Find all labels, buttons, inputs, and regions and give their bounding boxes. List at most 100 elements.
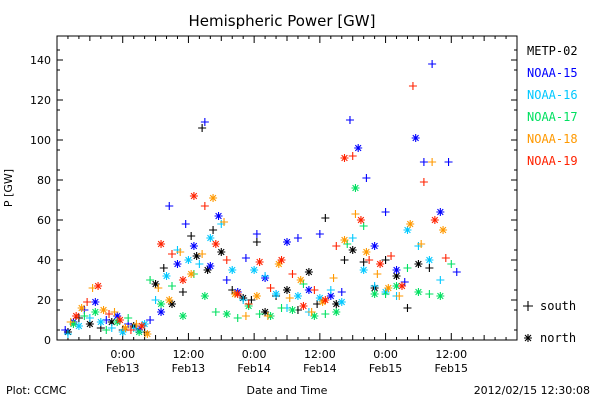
south-data-point — [266, 284, 275, 292]
south-data-point — [252, 238, 261, 246]
north-data-point — [168, 300, 176, 308]
south-data-point — [239, 296, 248, 304]
south-data-point — [209, 226, 218, 234]
south-data-point — [165, 202, 174, 210]
north-data-point — [304, 286, 313, 294]
south-data-point — [277, 304, 286, 312]
north-data-point — [143, 330, 152, 338]
chart-title: Hemispheric Power [GW] — [189, 12, 376, 30]
south-data-point — [146, 316, 155, 324]
south-data-point — [419, 158, 428, 166]
y-axis-ticks: 0 20 40 60 80 100 120 140 — [30, 49, 517, 347]
north-data-point — [288, 306, 297, 314]
south-data-point — [200, 202, 209, 210]
north-data-point — [173, 260, 182, 268]
south-data-point — [307, 308, 316, 316]
north-data-point — [203, 266, 212, 274]
north-data-point — [91, 298, 100, 306]
north-data-point — [304, 268, 313, 276]
x-tick-label-date: Feb15 — [369, 362, 402, 375]
north-data-point — [293, 292, 302, 300]
north-data-point — [121, 324, 130, 332]
south-data-point — [83, 298, 92, 306]
south-data-point — [105, 310, 114, 318]
north-data-point — [272, 290, 281, 298]
x-tick-label-time: 0:00 — [242, 348, 267, 361]
south-data-point — [200, 118, 209, 126]
north-data-point — [217, 248, 226, 256]
north-data-point — [222, 310, 231, 318]
plot-frame — [56, 35, 518, 341]
north-data-point — [392, 282, 401, 290]
north-data-point — [137, 322, 146, 330]
south-data-point — [132, 320, 141, 328]
y-tick-label: 20 — [37, 294, 51, 307]
plot-area-border — [56, 35, 518, 341]
north-data-point — [135, 328, 144, 336]
y-axis-label: P [GW] — [2, 169, 15, 207]
legend-entry: NOAA-16 — [527, 88, 578, 102]
north-data-point — [348, 246, 357, 254]
series-noaa-16 — [63, 220, 445, 338]
north-data-point — [277, 256, 286, 264]
south-data-point — [329, 274, 338, 282]
south-data-point — [428, 60, 437, 68]
y-tick-label: 120 — [30, 94, 51, 107]
north-data-point — [376, 260, 385, 268]
north-data-point — [337, 298, 346, 306]
south-data-point — [362, 174, 371, 182]
north-data-point — [228, 266, 237, 274]
north-data-point — [178, 276, 187, 284]
south-data-point — [198, 124, 207, 132]
south-data-point — [321, 310, 330, 318]
south-data-point — [313, 300, 322, 308]
south-data-point — [187, 232, 196, 240]
north-data-point — [151, 280, 160, 288]
x-tick-label-time: 0:00 — [110, 348, 135, 361]
north-data-point — [99, 306, 108, 314]
south-data-point — [395, 292, 404, 300]
north-data-point — [118, 328, 127, 336]
north-data-point — [362, 248, 371, 256]
south-data-point — [168, 282, 176, 290]
x-axis-label: Date and Time — [247, 384, 328, 397]
north-data-point — [370, 242, 379, 250]
north-data-point — [211, 240, 220, 248]
x-tick-label-date: Feb14 — [303, 362, 336, 375]
north-data-point — [436, 292, 445, 300]
north-data-point — [299, 302, 308, 310]
south-data-point — [261, 272, 270, 280]
north-data-point — [91, 308, 100, 316]
south-data-point — [315, 230, 324, 238]
north-data-point — [209, 194, 218, 202]
south-data-point — [444, 158, 453, 166]
south-data-point — [403, 264, 412, 272]
south-data-point — [159, 264, 168, 272]
x-tick-label-time: 12:00 — [173, 348, 205, 361]
north-data-point — [326, 292, 335, 300]
legend-marker-glyph — [524, 334, 532, 342]
legend-marker — [524, 334, 532, 342]
north-data-point — [414, 260, 423, 268]
north-data-point — [398, 282, 406, 290]
legend-entry: NOAA-19 — [527, 154, 578, 168]
legend-marker — [523, 301, 533, 311]
south-data-point — [428, 158, 437, 166]
north-data-point — [439, 226, 448, 234]
north-data-point — [214, 212, 223, 220]
south-data-point — [408, 82, 417, 90]
north-data-point — [192, 252, 201, 260]
south-data-point — [168, 250, 176, 258]
north-data-point — [340, 236, 349, 244]
south-data-point — [110, 308, 119, 316]
legend-entry: NOAA-15 — [527, 66, 578, 80]
x-tick-label-time: 0:00 — [373, 348, 398, 361]
legend-entry: NOAA-18 — [527, 132, 578, 146]
north-data-point — [206, 234, 215, 242]
south-data-point — [222, 276, 231, 284]
south-data-point — [441, 254, 450, 262]
south-data-point — [263, 312, 272, 320]
north-data-point — [115, 316, 124, 324]
south-data-point — [381, 290, 390, 298]
